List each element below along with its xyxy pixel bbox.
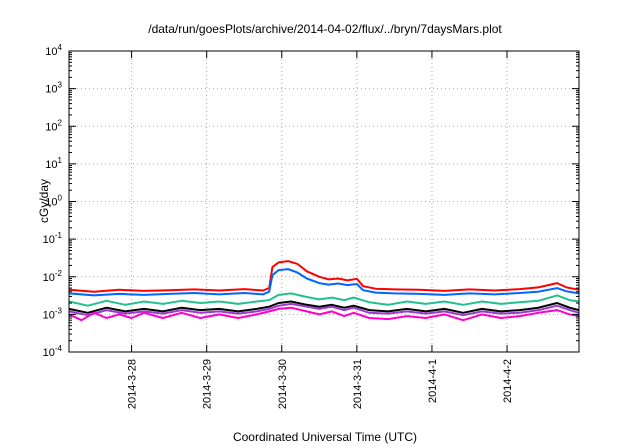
x-tick-label: 2014-3-29	[202, 359, 214, 409]
x-tick-label: 2014-3-30	[277, 359, 289, 409]
y-tick-label: 100	[45, 194, 62, 209]
y-tick-label: 101	[45, 156, 62, 171]
x-tick-label: 2014-3-28	[127, 359, 139, 409]
y-tick-label: 10-1	[43, 231, 63, 246]
series-line-5	[68, 302, 580, 317]
x-tick-label: 2014-4-2	[502, 359, 514, 403]
y-tick-label: 103	[45, 81, 62, 96]
y-tick-label: 10-2	[43, 269, 63, 284]
series-line-6	[68, 306, 580, 322]
series-line-3	[68, 292, 580, 307]
x-tick-label: 2014-4-1	[427, 359, 439, 403]
y-tick-label: 10-3	[43, 306, 63, 321]
x-axis-label: Coordinated Universal Time (UTC)	[233, 430, 417, 444]
series-layer	[68, 260, 580, 322]
y-axis-label: cGy/day	[37, 179, 51, 223]
x-tick-label: 2014-3-31	[352, 359, 364, 409]
chart-title: /data/run/goesPlots/archive/2014-04-02/f…	[148, 22, 502, 36]
grid	[69, 51, 579, 352]
y-tick-label: 102	[45, 118, 62, 133]
series-line-1	[68, 260, 580, 293]
axes: 104 103 102 101 100 10-1 10-2 10-3 10-4 2014-3-28…	[43, 43, 579, 409]
series-line-2	[68, 268, 580, 297]
y-tick-label: 10-4	[43, 344, 63, 359]
series-line-4	[68, 300, 580, 314]
y-tick-label: 104	[45, 43, 62, 58]
